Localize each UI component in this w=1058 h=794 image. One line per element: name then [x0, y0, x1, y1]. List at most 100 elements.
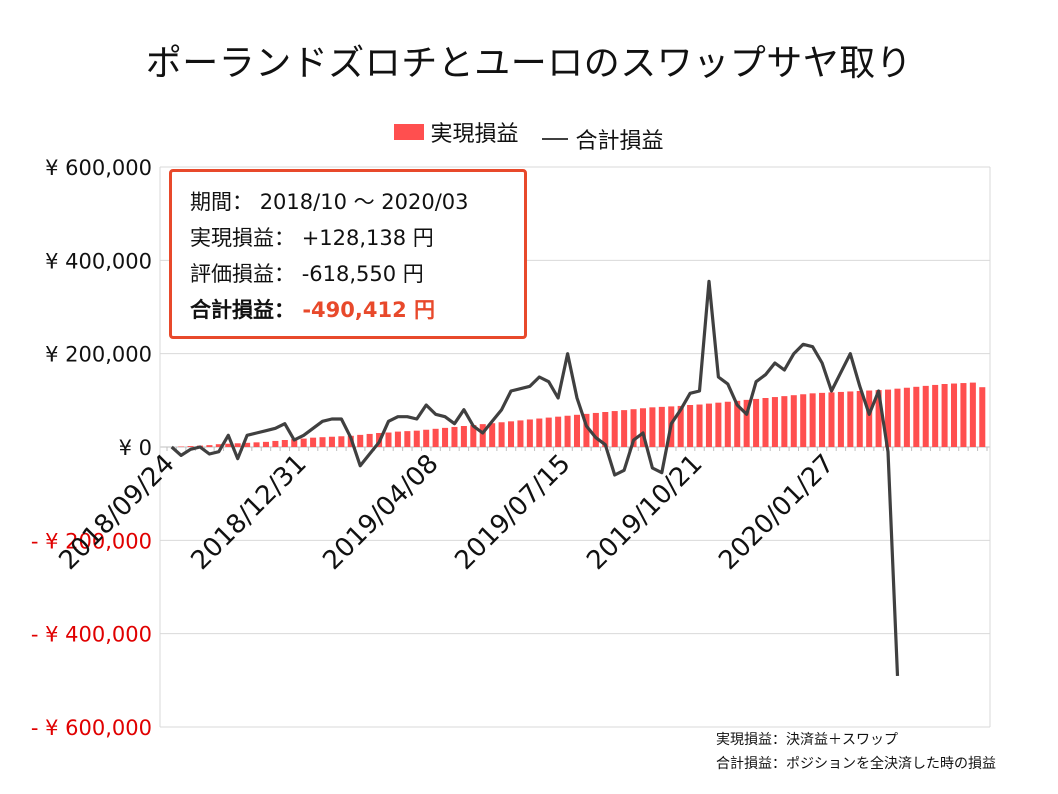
y-tick-label: ¥ 600,000 — [45, 156, 152, 180]
legend-swatch-bar — [394, 124, 425, 140]
bar-realized — [272, 440, 279, 447]
bar-realized — [442, 427, 449, 447]
bar-realized — [432, 428, 439, 447]
y-tick-label: ¥ 200,000 — [45, 343, 152, 367]
bar-realized — [885, 389, 892, 447]
legend-swatch-line — [541, 138, 568, 140]
bar-realized — [677, 405, 684, 447]
legend-label-total: 合計損益 — [575, 129, 664, 154]
summary-total-label: 合計損益： — [190, 298, 295, 322]
bar-realized — [762, 398, 769, 447]
bar-realized — [922, 385, 929, 447]
bar-realized — [573, 414, 581, 447]
bar-realized — [310, 437, 317, 447]
bar-realized — [715, 402, 722, 447]
bar-realized — [508, 421, 515, 447]
footnote-realized: 実現損益：決済益＋スワップ — [716, 732, 898, 748]
bar-realized — [498, 422, 505, 447]
bar-realized — [338, 436, 345, 447]
bar-realized — [724, 401, 731, 447]
bar-realized — [866, 390, 873, 447]
bar-realized — [771, 397, 778, 447]
bar-realized — [300, 438, 307, 447]
bar-realized — [950, 383, 958, 447]
footnotes: 実現損益：決済益＋スワップ 合計損益：ポジションを全決済した時の損益 — [716, 728, 996, 776]
bar-realized — [413, 430, 420, 447]
y-tick-label: - ¥ 400,000 — [31, 623, 152, 647]
bar-realized — [555, 416, 562, 447]
bar-realized — [281, 440, 288, 447]
y-tick-label: ¥ 0 — [119, 436, 152, 460]
bar-realized — [753, 398, 760, 447]
bar-realized — [404, 431, 411, 447]
bar-realized — [960, 383, 967, 447]
bar-realized — [262, 441, 269, 447]
bar-realized — [969, 382, 976, 447]
bar-realized — [470, 425, 477, 447]
summary-period-label: 期間： — [190, 190, 253, 214]
bar-realized — [366, 433, 373, 447]
bar-realized — [894, 388, 901, 447]
bar-realized — [423, 429, 430, 447]
bar-realized — [517, 420, 524, 447]
bar-realized — [244, 442, 251, 447]
summary-period-row: 期間： 2018/10 ～ 2020/03 — [190, 184, 506, 220]
bar-realized — [187, 446, 194, 447]
bar-realized — [856, 391, 863, 447]
bar-realized — [611, 411, 618, 447]
bar-realized — [649, 407, 656, 447]
y-tick-label: - ¥ 200,000 — [31, 529, 152, 553]
bar-realized — [234, 443, 241, 447]
bar-realized — [225, 443, 232, 447]
x-tick-label: 2019/10/21 — [581, 449, 708, 576]
bar-realized — [215, 444, 222, 447]
x-tick-label: 2020/01/27 — [713, 449, 840, 576]
bar-realized — [479, 424, 486, 447]
bar-realized — [828, 392, 835, 447]
footnote-total: 合計損益：ポジションを全決済した時の損益 — [716, 756, 996, 772]
bar-realized — [621, 410, 628, 447]
bar-realized — [602, 412, 609, 447]
bar-realized — [564, 415, 571, 447]
bar-realized — [592, 412, 599, 447]
bar-realized — [328, 436, 335, 447]
bar-realized — [489, 423, 496, 447]
legend-item-total: 合計損益 — [541, 123, 664, 155]
bar-realized — [460, 426, 467, 447]
bar-realized — [658, 406, 665, 447]
legend-label-realized: 実現損益 — [430, 122, 519, 147]
y-tick-label: ¥ 400,000 — [45, 249, 152, 273]
chart-title: ポーランドズロチとユーロのスワップサヤ取り — [145, 43, 913, 84]
bar-realized — [394, 431, 401, 447]
bar-realized — [536, 418, 543, 447]
bar-realized — [206, 445, 213, 447]
summary-unrealized-value: -618,550 円 — [301, 262, 424, 286]
bar-realized — [639, 408, 646, 447]
bar-realized — [809, 393, 816, 447]
bar-realized — [743, 399, 750, 447]
bar-realized — [253, 442, 260, 447]
bar-realized — [903, 387, 910, 447]
bar-realized — [630, 409, 637, 447]
summary-unrealized-row: 評価損益： -618,550 円 — [190, 256, 506, 292]
y-tick-label: - ¥ 600,000 — [31, 716, 152, 740]
bar-realized — [913, 386, 920, 447]
bar-realized — [291, 439, 298, 447]
bar-realized — [319, 437, 326, 447]
summary-realized-label: 実現損益： — [190, 226, 295, 250]
summary-total-value: -490,412 円 — [302, 298, 435, 322]
bar-realized — [781, 396, 788, 447]
bar-realized — [734, 400, 741, 447]
bar-realized — [385, 432, 392, 447]
bar-realized — [545, 417, 552, 447]
bar-realized — [790, 395, 797, 447]
bar-realized — [526, 419, 533, 447]
legend-item-realized: 実現損益 — [394, 116, 519, 148]
bar-realized — [583, 413, 590, 447]
bar-realized — [932, 384, 939, 447]
bar-realized — [875, 390, 882, 447]
summary-unrealized-label: 評価損益： — [190, 262, 295, 286]
bar-realized — [451, 426, 458, 447]
chart-legend: 実現損益 合計損益 — [0, 116, 1058, 155]
